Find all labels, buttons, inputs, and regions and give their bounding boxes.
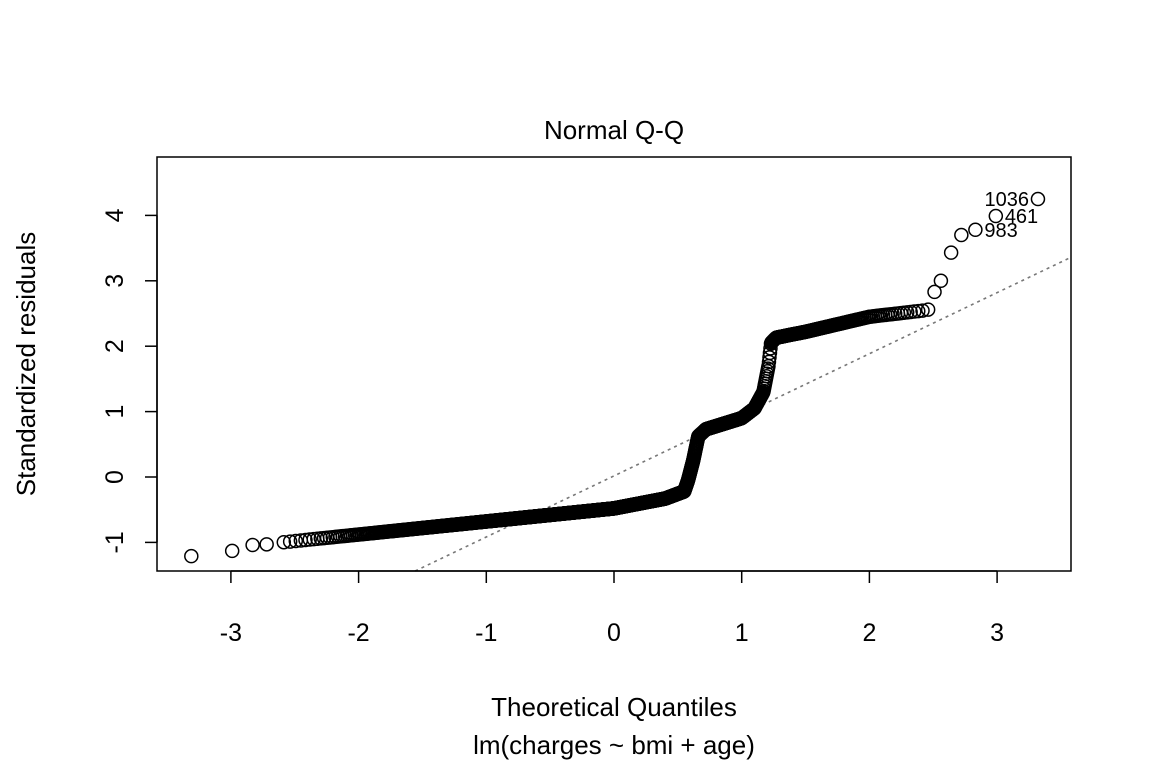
- y-tick-label: 1: [101, 405, 129, 419]
- y-tick-label: -1: [101, 531, 129, 553]
- x-axis-label: Theoretical Quantiles: [491, 692, 737, 722]
- data-point: [1030, 191, 1046, 207]
- x-tick-label: 2: [862, 619, 876, 647]
- data-point: [259, 537, 274, 552]
- x-axis: -3 -2 -1 0 1 2 3: [220, 570, 1004, 647]
- x-tick-label: 3: [990, 619, 1004, 647]
- x-tick-label: 1: [735, 619, 749, 647]
- x-tick-label: 0: [607, 619, 621, 647]
- data-point: [302, 532, 317, 547]
- data-point: [276, 534, 292, 550]
- data-point: [915, 303, 930, 318]
- data-point: [282, 534, 298, 549]
- y-tick-label: 4: [101, 208, 129, 222]
- x-tick-label: -1: [475, 619, 497, 647]
- y-tick-label: 0: [101, 470, 129, 484]
- data-point: [762, 350, 777, 365]
- x-tick-label: -3: [220, 619, 242, 647]
- data-point: [184, 548, 199, 564]
- data-point: [245, 537, 260, 553]
- data-point: [298, 532, 313, 548]
- data-point: [911, 303, 926, 319]
- data-point: [927, 284, 942, 300]
- data-point: [988, 208, 1004, 224]
- point-label: 461: [1005, 206, 1038, 228]
- data-point: [920, 302, 936, 317]
- data-point: [933, 273, 949, 289]
- point-label: 1036: [984, 189, 1029, 211]
- data-point: [224, 543, 240, 559]
- data-point: [943, 245, 959, 260]
- data-point: [968, 222, 983, 238]
- data-point: [288, 533, 304, 549]
- chart-subtitle: lm(charges ~ bmi + age): [473, 730, 755, 760]
- point-label: 983: [984, 220, 1017, 242]
- y-axis-label: Standardized residuals: [11, 232, 41, 497]
- x-tick-label: -2: [347, 619, 369, 647]
- y-axis: -1 0 1 2 3 4: [101, 208, 158, 554]
- y-tick-label: 3: [101, 274, 129, 288]
- data-point: [954, 227, 969, 243]
- y-tick-label: 2: [101, 339, 129, 353]
- chart-title: Normal Q-Q: [544, 115, 684, 145]
